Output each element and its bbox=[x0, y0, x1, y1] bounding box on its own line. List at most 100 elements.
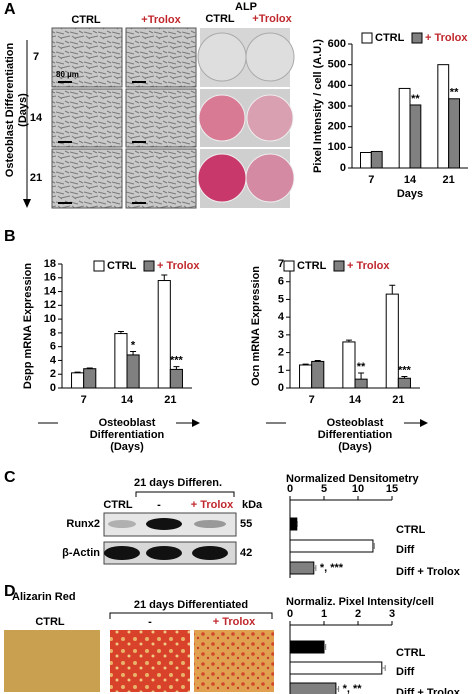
x-tick-label: 14 bbox=[121, 394, 134, 406]
side-label: (Days) bbox=[17, 93, 29, 127]
error-bar bbox=[74, 371, 81, 373]
panel-label: D bbox=[4, 583, 16, 600]
bar bbox=[311, 360, 325, 389]
panel-label: C bbox=[4, 469, 16, 486]
x-tick-label: 14 bbox=[404, 174, 417, 186]
annotation: ** bbox=[450, 87, 459, 99]
column-header: CTRL bbox=[205, 13, 235, 25]
y-tick-label: 12 bbox=[44, 299, 56, 311]
x-tick-label: 1 bbox=[321, 608, 327, 620]
category-label: CTRL bbox=[396, 647, 426, 659]
x-tick-label: 21 bbox=[443, 174, 455, 186]
x-axis-label: (Days) bbox=[338, 441, 372, 453]
group-label: 21 days Differentiated bbox=[134, 599, 248, 611]
x-tick-label: 3 bbox=[389, 608, 395, 620]
annotation: ** bbox=[357, 361, 366, 373]
alp-title: ALP bbox=[235, 1, 257, 13]
well bbox=[197, 153, 247, 203]
y-tick-label: 14 bbox=[44, 285, 57, 297]
panel-label: A bbox=[4, 1, 16, 18]
error-bar bbox=[401, 375, 408, 379]
annotation: *, ** bbox=[343, 683, 363, 694]
y-tick-label: 400 bbox=[328, 79, 346, 91]
legend-swatch bbox=[333, 260, 345, 272]
x-tick-label: 7 bbox=[309, 394, 315, 406]
annotation: *** bbox=[170, 355, 184, 367]
micrograph bbox=[125, 88, 197, 148]
error-bar bbox=[324, 644, 327, 650]
legend-swatch bbox=[93, 260, 105, 272]
x-tick-label: 10 bbox=[352, 483, 364, 495]
category-label: CTRL bbox=[396, 524, 426, 536]
x-axis-label: Osteoblast bbox=[327, 417, 384, 429]
x-axis-label: (Days) bbox=[110, 441, 144, 453]
x-tick-label: 2 bbox=[355, 608, 361, 620]
y-tick-label: 4 bbox=[278, 311, 285, 323]
error-bar bbox=[345, 339, 352, 342]
y-tick-label: 5 bbox=[278, 293, 284, 305]
legend-label: CTRL bbox=[107, 260, 137, 272]
y-tick-label: 18 bbox=[44, 258, 56, 270]
bar bbox=[83, 368, 97, 389]
category-label: Diff bbox=[396, 666, 415, 678]
band bbox=[194, 520, 226, 528]
y-tick-label: 7 bbox=[278, 258, 284, 270]
lane-label: + Trolox bbox=[191, 499, 234, 511]
y-tick-label: 0 bbox=[50, 382, 56, 394]
error-bar bbox=[314, 360, 321, 362]
protein-label: Runx2 bbox=[66, 518, 100, 530]
stain-image bbox=[4, 630, 100, 692]
protein-label: β-Actin bbox=[62, 547, 100, 559]
well bbox=[197, 32, 247, 82]
bar bbox=[360, 152, 372, 169]
error-bar bbox=[117, 331, 124, 334]
y-tick-label: 8 bbox=[50, 327, 56, 339]
x-tick-label: 0 bbox=[287, 483, 293, 495]
row-label: 21 bbox=[30, 172, 42, 184]
bar bbox=[157, 280, 171, 389]
error-bar bbox=[173, 366, 180, 370]
side-label: Osteoblast Differentiation bbox=[4, 42, 16, 177]
micrograph bbox=[51, 88, 123, 148]
error-bar bbox=[335, 686, 340, 692]
western-blot bbox=[103, 512, 237, 565]
y-tick-label: 0 bbox=[278, 382, 284, 394]
panel-label: B bbox=[4, 228, 16, 245]
legend-swatch bbox=[411, 32, 423, 44]
annotation: * bbox=[131, 339, 136, 351]
annotation: ** bbox=[411, 93, 420, 105]
legend-swatch bbox=[283, 260, 295, 272]
legend-label: CTRL bbox=[375, 32, 405, 44]
column-header: CTRL bbox=[71, 14, 101, 26]
bar bbox=[289, 561, 315, 575]
y-tick-label: 0 bbox=[340, 162, 346, 174]
error-bar bbox=[381, 665, 386, 671]
x-tick-label: 7 bbox=[81, 394, 87, 406]
x-tick-label: 21 bbox=[392, 394, 404, 406]
band bbox=[108, 520, 136, 528]
x-tick-label: 14 bbox=[349, 394, 362, 406]
bar bbox=[169, 368, 183, 389]
band bbox=[146, 518, 182, 530]
x-tick-label: 5 bbox=[321, 483, 327, 495]
legend-swatch bbox=[361, 32, 373, 44]
x-axis-label: Differentiation bbox=[318, 429, 393, 441]
bar bbox=[409, 104, 422, 169]
y-tick-label: 3 bbox=[278, 329, 284, 341]
lane-label: - bbox=[157, 499, 161, 511]
band bbox=[104, 546, 140, 560]
category-label: Diff + Trolox bbox=[396, 566, 461, 578]
y-tick-label: 6 bbox=[278, 276, 284, 288]
weight-label: 55 bbox=[240, 518, 252, 530]
micrograph bbox=[125, 27, 197, 88]
y-tick-label: 500 bbox=[328, 59, 346, 71]
bracket bbox=[135, 491, 235, 497]
group-label: 21 days Differen. bbox=[134, 477, 222, 489]
well bbox=[245, 32, 295, 82]
y-tick-label: 2 bbox=[50, 368, 56, 380]
micrographs: 80 µm bbox=[51, 27, 197, 209]
legend-label: + Trolox bbox=[425, 32, 468, 44]
y-tick-label: 2 bbox=[278, 346, 284, 358]
bar bbox=[398, 87, 411, 169]
